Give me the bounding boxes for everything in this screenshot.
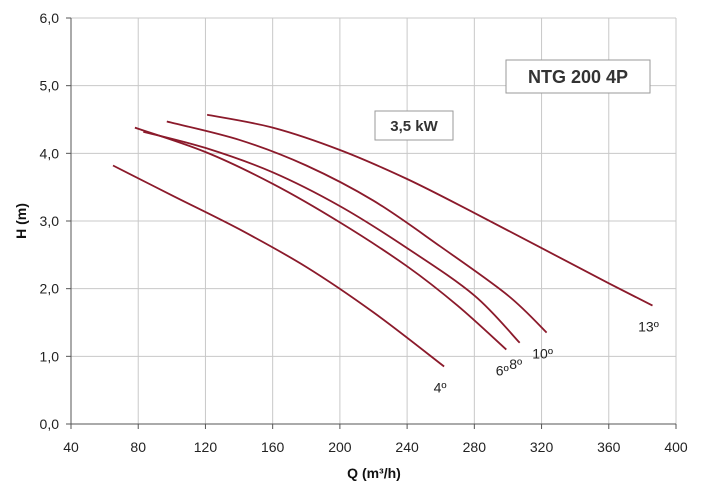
grid: [66, 17, 677, 429]
curve-labels: 4º 6º 8º 10º 13º: [434, 319, 659, 396]
series-line-0: [112, 164, 445, 368]
series-line-2: [143, 130, 521, 344]
series-label-0: 4º: [434, 379, 447, 395]
series-label-1: 6º: [496, 363, 509, 379]
x-tick-label: 80: [130, 439, 146, 455]
x-tick-label: 120: [194, 439, 218, 455]
x-tick-label: 40: [63, 439, 79, 455]
model-label: NTG 200 4P: [528, 67, 628, 87]
x-axis-label: Q (m³/h): [347, 465, 401, 481]
y-tick-label: 6,0: [40, 10, 60, 26]
curves: [112, 113, 653, 368]
series-line-1: [134, 126, 507, 351]
series-line-4: [206, 113, 653, 307]
x-tick-label: 400: [664, 439, 688, 455]
series-label-4: 13º: [638, 319, 659, 335]
model-box: NTG 200 4P: [505, 59, 651, 94]
y-tick-label: 4,0: [40, 145, 60, 161]
y-tick-label: 1,0: [40, 348, 60, 364]
x-tick-label: 160: [261, 439, 285, 455]
series-label-3: 10º: [532, 346, 553, 362]
y-tick-label: 0,0: [40, 416, 60, 432]
x-tick-label: 200: [328, 439, 352, 455]
y-tick-label: 5,0: [40, 78, 60, 94]
power-box: 3,5 kW: [374, 110, 454, 141]
y-tick-labels: 0,0 1,0 2,0 3,0 4,0 5,0 6,0: [40, 10, 60, 432]
series-label-2: 8º: [509, 356, 522, 372]
series-line-3: [166, 120, 548, 334]
y-tick-label: 3,0: [40, 213, 60, 229]
x-tick-label: 240: [395, 439, 419, 455]
y-tick-label: 2,0: [40, 281, 60, 297]
x-tick-labels: 40 80 120 160 200 240 280 320 360 400: [63, 439, 688, 455]
x-tick-label: 280: [463, 439, 487, 455]
x-tick-label: 320: [530, 439, 554, 455]
power-label: 3,5 kW: [390, 118, 438, 135]
y-axis-label: H (m): [13, 203, 29, 239]
x-tick-label: 360: [597, 439, 621, 455]
